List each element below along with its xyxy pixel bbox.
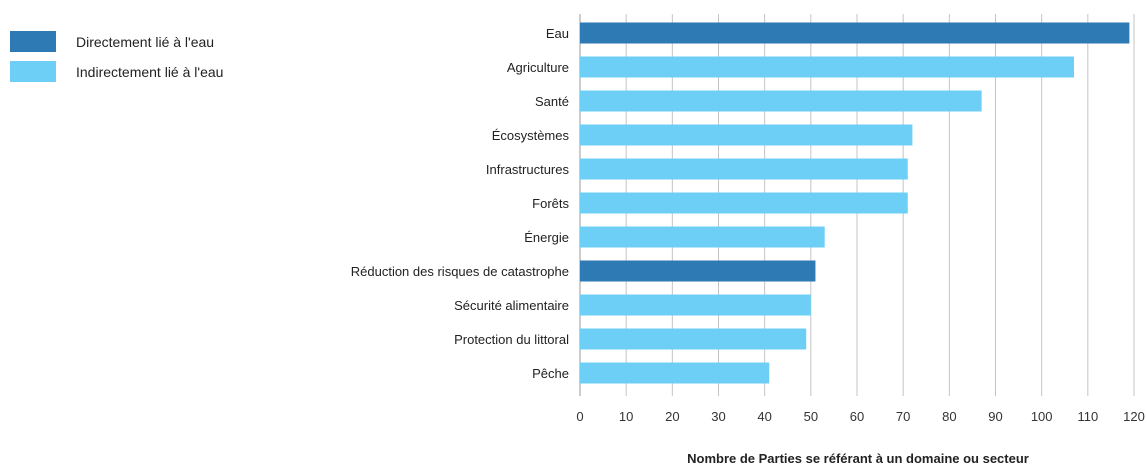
bar-8: [580, 294, 811, 316]
legend-label-direct: Directement lié à l'eau: [76, 33, 215, 50]
bar-5: [580, 192, 908, 214]
category-label-8: Sécurité alimentaire: [454, 298, 569, 313]
x-tick-label-20: 20: [665, 409, 679, 424]
category-label-0: Eau: [546, 26, 569, 41]
x-tick-label-100: 100: [1031, 409, 1053, 424]
legend-item-direct: Directement lié à l'eau: [10, 31, 223, 52]
category-label-6: Énergie: [524, 230, 569, 245]
bar-1: [580, 56, 1074, 78]
x-tick-label-120: 120: [1123, 409, 1145, 424]
bar-9: [580, 328, 807, 350]
x-tick-label-70: 70: [896, 409, 910, 424]
legend-label-indirect: Indirectement lié à l'eau: [76, 63, 224, 80]
category-label-9: Protection du littoral: [454, 332, 569, 347]
legend-swatch-direct: [10, 31, 56, 52]
bar-0: [580, 22, 1130, 44]
x-tick-label-110: 110: [1077, 409, 1098, 424]
legend: Directement lié à l'eau Indirectement li…: [10, 31, 223, 91]
x-tick-label-90: 90: [988, 409, 1002, 424]
legend-item-indirect: Indirectement lié à l'eau: [10, 61, 223, 82]
category-label-7: Réduction des risques de catastrophe: [351, 264, 569, 279]
x-tick-labels: 0 10 20 30 40 50 60 70 80 90 100 110 120: [576, 409, 1144, 424]
x-tick-label-10: 10: [619, 409, 633, 424]
bar-7: [580, 260, 816, 282]
category-label-3: Écosystèmes: [492, 128, 570, 143]
x-tick-label-80: 80: [942, 409, 956, 424]
legend-swatch-indirect: [10, 61, 56, 82]
x-tick-label-40: 40: [757, 409, 771, 424]
x-axis-title: Nombre de Parties se référant à un domai…: [687, 451, 1029, 466]
category-labels: Eau Agriculture Santé Écosystèmes Infrastruc…: [351, 26, 570, 381]
x-tick-label-50: 50: [804, 409, 818, 424]
category-label-10: Pêche: [532, 366, 569, 381]
category-label-2: Santé: [535, 94, 569, 109]
x-tick-label-60: 60: [850, 409, 864, 424]
category-label-5: Forêts: [532, 196, 569, 211]
x-tick-label-0: 0: [576, 409, 583, 424]
bar-3: [580, 124, 913, 146]
bar-2: [580, 90, 982, 112]
bar-4: [580, 158, 908, 180]
bar-6: [580, 226, 825, 248]
category-label-4: Infrastructures: [486, 162, 570, 177]
x-tick-label-30: 30: [711, 409, 725, 424]
bars: [580, 22, 1130, 384]
category-label-1: Agriculture: [507, 60, 569, 75]
bar-10: [580, 362, 770, 384]
